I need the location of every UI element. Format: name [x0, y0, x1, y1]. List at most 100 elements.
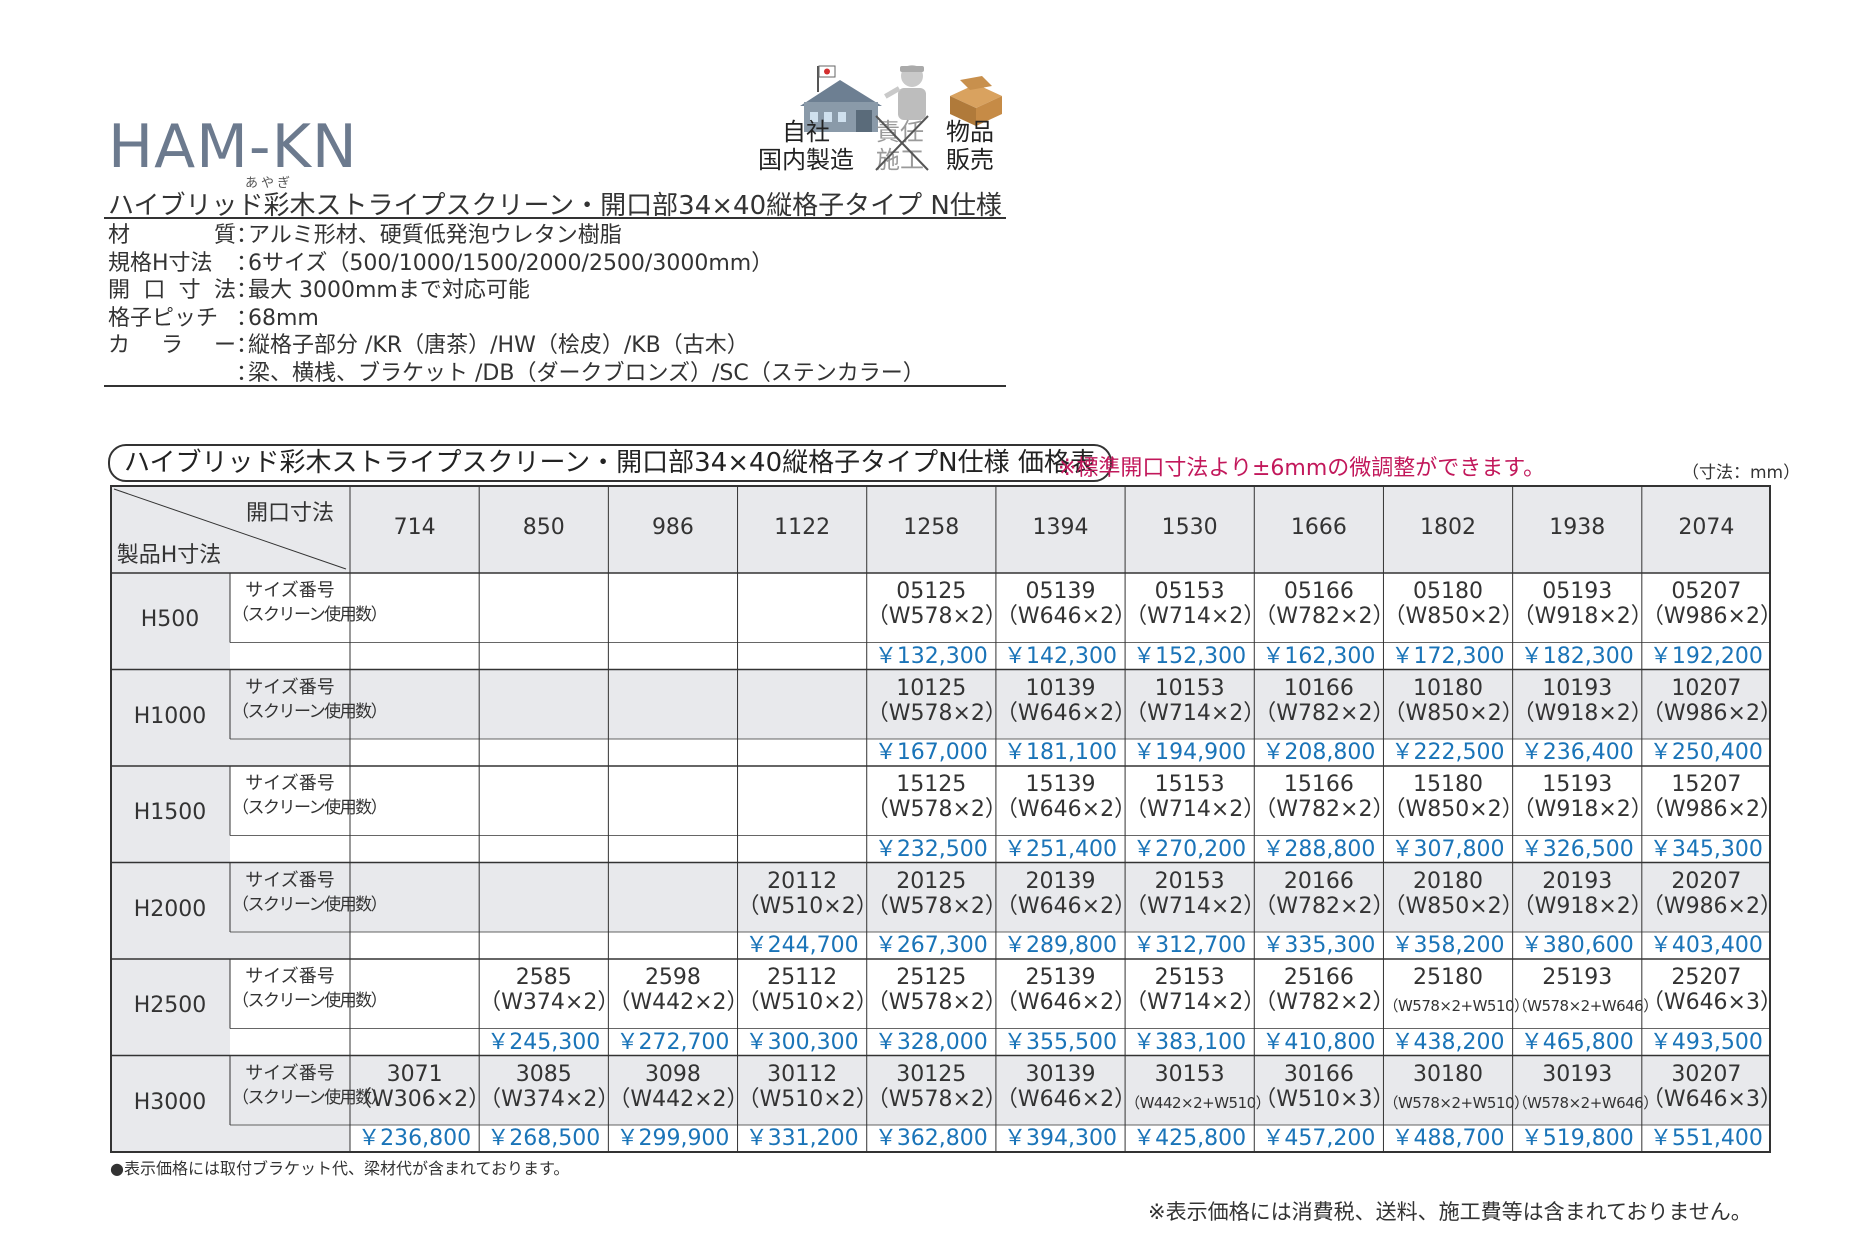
price-value: ￥272,700	[616, 1029, 730, 1055]
screen-spec: （W918×2）	[1512, 797, 1653, 822]
screen-spec: （W782×2）	[1254, 990, 1395, 1015]
screen-spec: （W850×2）	[1383, 700, 1524, 726]
spec-label: 材質	[108, 222, 236, 250]
screen-spec: （W578×2）	[866, 990, 1007, 1015]
spec-value: アルミ形材、硬質低発泡ウレタン樹脂	[248, 223, 622, 248]
width-header: 1666	[1290, 515, 1347, 540]
screen-spec: （W850×2）	[1383, 893, 1524, 919]
screen-spec: （W782×2）	[1254, 797, 1395, 822]
size-code: 05153	[1154, 579, 1225, 604]
width-header: 1394	[1032, 515, 1089, 540]
size-code: 20112	[767, 868, 838, 894]
price-value: ￥299,900	[616, 1126, 730, 1151]
price-value: ￥181,100	[1004, 740, 1117, 765]
size-code: 15125	[896, 772, 967, 797]
screen-spec: （W918×2）	[1512, 604, 1653, 629]
corner-label-width: 開口寸法	[245, 501, 334, 526]
price-value: ￥132,300	[874, 643, 988, 669]
size-code: 30112	[767, 1061, 838, 1087]
size-code: 05139	[1025, 579, 1096, 604]
row-bg	[110, 669, 1771, 739]
width-header: 1258	[903, 515, 960, 540]
price-value: ￥142,300	[1004, 643, 1117, 669]
size-code: 15180	[1413, 772, 1484, 797]
spec-row: ：梁、横桟、ブラケット /DB（ダークブロンズ）/SC（ステンカラー）	[108, 360, 925, 388]
screen-spec: （W850×2）	[1383, 604, 1524, 629]
screen-spec: （W782×2）	[1254, 700, 1395, 726]
row-bg	[110, 1055, 1771, 1125]
height-label: H1000	[133, 703, 207, 729]
spec-separator: ：	[236, 333, 259, 358]
screen-spec: （W578×2）	[866, 700, 1007, 726]
screen-count-label: （スクリーン使用数）	[232, 798, 388, 818]
row-label-bg	[110, 1055, 230, 1152]
divider	[104, 217, 1006, 219]
size-code: 3071	[386, 1061, 443, 1087]
price-value: ￥222,500	[1391, 740, 1505, 765]
price-value: ￥236,400	[1520, 740, 1634, 765]
spec-value: 縦格子部分 /KR（唐茶）/HW（桧皮）/KB（古木）	[248, 333, 749, 358]
price-value: ￥307,800	[1391, 836, 1505, 862]
screen-count-label: （スクリーン使用数）	[232, 894, 388, 915]
price-value: ￥355,500	[1004, 1029, 1117, 1055]
price-value: ￥425,800	[1133, 1126, 1247, 1151]
corner-label-height: 製品H寸法	[116, 543, 222, 568]
height-label: H3000	[133, 1089, 207, 1115]
price-value: ￥289,800	[1004, 933, 1117, 958]
width-header-bg	[350, 485, 1771, 573]
height-label: H500	[140, 607, 200, 632]
size-code: 25153	[1154, 965, 1225, 990]
screen-spec: （W510×2）	[737, 990, 878, 1015]
price-value: ￥300,300	[745, 1029, 859, 1055]
size-code: 20139	[1025, 868, 1096, 894]
size-number-label: サイズ番号	[245, 676, 335, 698]
corner-diagonal	[113, 488, 347, 570]
screen-spec: （W510×3）	[1254, 1086, 1395, 1112]
size-code: 2585	[515, 965, 572, 990]
price-table-title: ハイブリッド彩木ストライプスクリーン・開口部34×40縦格子タイプN仕様 価格表	[108, 444, 1112, 482]
row-bg	[110, 766, 1771, 836]
size-code: 25139	[1025, 965, 1096, 990]
size-code: 3098	[644, 1061, 701, 1087]
screen-spec: （W714×2）	[1125, 604, 1266, 629]
size-code: 20180	[1413, 868, 1484, 894]
width-header: 850	[522, 515, 565, 540]
price-value: ￥268,500	[487, 1126, 601, 1151]
size-code: 10180	[1413, 675, 1484, 701]
screen-spec: （W714×2）	[1125, 893, 1266, 919]
spec-label-part: 口	[143, 278, 166, 303]
screen-spec: （W510×2）	[737, 893, 878, 919]
spec-label-part: 質	[213, 223, 236, 248]
ruby-text: あやぎ	[245, 176, 294, 191]
screen-spec: （W714×2）	[1125, 797, 1266, 822]
spec-label-part: 寸	[178, 278, 201, 303]
model-name: HAM-KN	[108, 112, 358, 182]
spec-value: 梁、横桟、ブラケット /DB（ダークブロンズ）/SC（ステンカラー）	[248, 360, 925, 386]
size-code: 3085	[515, 1061, 572, 1087]
price-value: ￥345,300	[1649, 836, 1763, 862]
screen-count-label: （スクリーン使用数）	[232, 991, 388, 1011]
size-code: 25207	[1671, 965, 1742, 990]
size-code: 10193	[1542, 675, 1613, 701]
size-code: 05193	[1542, 579, 1613, 604]
screen-spec: （W646×2）	[995, 797, 1137, 822]
size-number-label: サイズ番号	[245, 773, 335, 794]
box-icon	[946, 76, 1006, 128]
price-value: ￥438,200	[1391, 1029, 1505, 1055]
price-table-lines	[110, 485, 1771, 1153]
size-code: 30153	[1154, 1061, 1225, 1087]
spec-label	[108, 360, 236, 388]
size-code: 25166	[1283, 965, 1354, 990]
divider	[104, 385, 1006, 387]
row-bg	[110, 573, 1771, 643]
factory-icon	[790, 62, 890, 134]
size-code: 20207	[1671, 868, 1742, 894]
size-code: 15139	[1025, 772, 1096, 797]
size-code: 30125	[896, 1061, 967, 1087]
price-value: ￥267,300	[874, 933, 988, 958]
price-value: ￥182,300	[1520, 643, 1634, 669]
screen-spec: （W646×2）	[995, 990, 1137, 1015]
price-value: ￥331,200	[745, 1126, 859, 1151]
spec-label-part: カ	[108, 333, 131, 358]
size-code: 05166	[1283, 579, 1354, 604]
